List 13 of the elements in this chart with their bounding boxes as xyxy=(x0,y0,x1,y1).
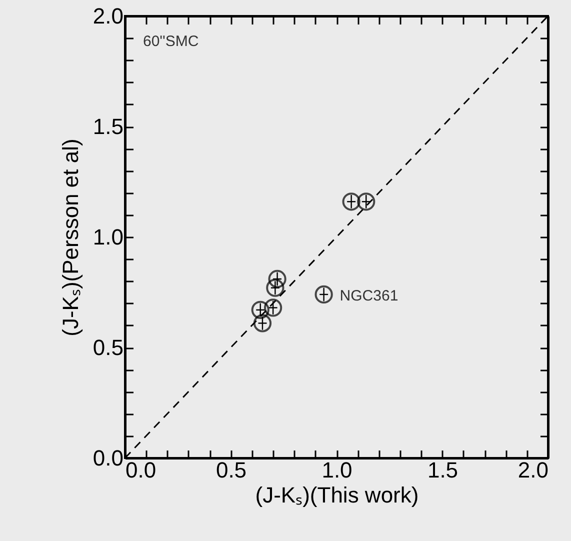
y-tick-label: 2.0 xyxy=(92,4,124,28)
x-tick-label: 0.0 xyxy=(126,458,156,482)
y-axis-title: (J-Kₛ)(Persson et al) xyxy=(58,138,83,336)
y-tick-label: 1.0 xyxy=(92,224,124,250)
y-tick-label: 0.5 xyxy=(92,335,124,360)
annotation: NGC361 xyxy=(340,287,398,304)
x-tick-label: 2.0 xyxy=(518,458,548,482)
x-tick-label: 1.5 xyxy=(427,458,458,482)
x-tick-label: 0.5 xyxy=(216,458,247,482)
x-tick-label: 1.0 xyxy=(322,458,352,482)
annotation: 60''SMC xyxy=(143,33,199,50)
x-axis-title: (J-Kₛ)(This work) xyxy=(255,482,419,508)
y-tick-label: 1.5 xyxy=(92,114,124,139)
